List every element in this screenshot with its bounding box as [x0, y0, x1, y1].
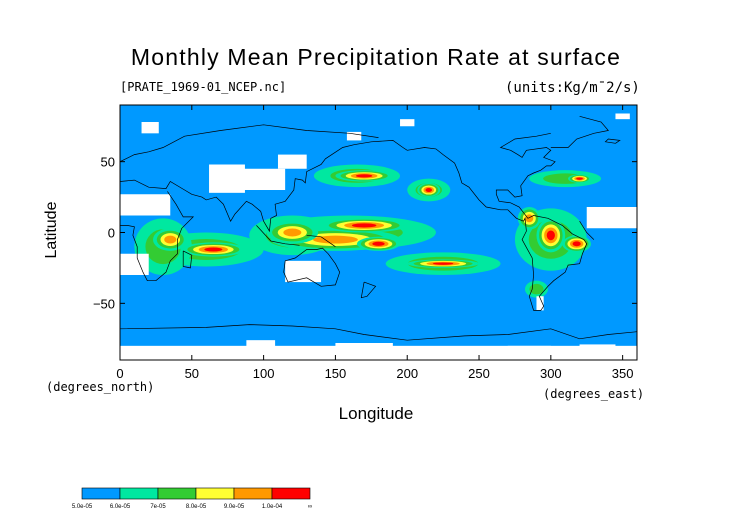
- precip-level-5: [355, 174, 373, 178]
- chart-title: Monthly Mean Precipitation Rate at surfa…: [130, 44, 622, 70]
- coastline: [120, 191, 195, 282]
- x-tick-label: 50: [185, 366, 199, 381]
- x-tick-label: 100: [253, 366, 275, 381]
- missing-data-cell: [579, 344, 616, 352]
- colorbar-label: 6.0e-05: [110, 504, 131, 510]
- precip-level-5: [351, 223, 377, 228]
- x-axis-ticks: 0 50 100 150 200 250 300 350: [116, 105, 633, 381]
- y-axis-ticks: −50 0 50: [93, 155, 637, 311]
- missing-data-cell: [335, 343, 393, 352]
- missing-data-cell: [209, 164, 245, 193]
- units-label: (units:Kg/m¯2/s): [505, 80, 640, 96]
- precip-level-4: [164, 235, 177, 244]
- coastline: [120, 324, 637, 341]
- missing-data-cell: [120, 194, 171, 216]
- precip-level-5: [576, 177, 583, 180]
- x-tick-label: 0: [116, 366, 123, 381]
- missing-data-cell: [120, 253, 149, 275]
- precip-level-5: [572, 241, 581, 247]
- missing-data-cell: [507, 345, 551, 355]
- x-tick-label: 200: [396, 366, 418, 381]
- y-tick-label: −50: [93, 296, 115, 311]
- coastline: [120, 124, 379, 163]
- x-axis-units: (degrees_east): [543, 387, 645, 401]
- precip-level-5: [432, 262, 454, 265]
- precip-level-5: [425, 187, 433, 193]
- colorbar-label: 5.0e-05: [72, 504, 93, 510]
- precip-level-4: [283, 228, 302, 237]
- colorbar-swatch: [119, 487, 159, 500]
- y-axis-units: (degrees_north): [46, 380, 155, 394]
- coastline: [550, 115, 609, 148]
- missing-data-cell: [400, 119, 415, 127]
- coastlines: [120, 115, 637, 341]
- y-tick-label: 0: [108, 226, 115, 241]
- colorbar-label: 7e-05: [150, 504, 166, 510]
- colorbar-swatch: [233, 487, 273, 500]
- colorbar-label: 8.0e-05: [186, 504, 207, 510]
- coastline: [306, 234, 336, 247]
- missing-data-cell: [536, 296, 544, 311]
- missing-data-cell: [141, 122, 159, 134]
- missing-data-cell: [285, 260, 322, 283]
- missing-data-cell: [246, 340, 276, 349]
- missing-data-cell: [586, 207, 637, 229]
- coastline: [604, 138, 621, 144]
- coastline: [402, 132, 588, 311]
- missing-data-cell: [615, 113, 630, 120]
- coastline: [579, 221, 595, 240]
- precip-level-4: [525, 214, 534, 223]
- colorbar-label: 1.0e-04: [262, 504, 283, 510]
- colorbar-swatch: [195, 487, 235, 500]
- colorbar-swatch: [157, 487, 197, 500]
- colorbar-label: 9.0e-05: [224, 504, 245, 510]
- colorbar: 5.0e-05 6.0e-05 7e-05 8.0e-05 9.0e-05 1.0e-04…: [72, 487, 312, 510]
- coastline: [360, 281, 377, 299]
- precip-level-5: [372, 241, 385, 246]
- x-tick-label: 150: [325, 366, 347, 381]
- coastline: [283, 247, 341, 287]
- precipitation-field: [120, 105, 637, 360]
- file-label: [PRATE_1969-01_NCEP.nc]: [120, 80, 287, 94]
- colorbar-swatch: [81, 487, 121, 500]
- x-tick-label: 350: [612, 366, 634, 381]
- x-tick-label: 250: [468, 366, 490, 381]
- x-axis-label: Longitude: [338, 404, 414, 423]
- precip-level-5: [546, 230, 555, 241]
- y-tick-label: 50: [101, 155, 115, 170]
- colorbar-label: ∞: [308, 504, 312, 510]
- coastline: [120, 140, 404, 233]
- coastline: [256, 225, 300, 246]
- missing-data-cell: [346, 131, 362, 141]
- x-tick-label: 300: [540, 366, 562, 381]
- missing-data-cell: [277, 154, 307, 169]
- precip-level-2: [529, 283, 544, 295]
- missing-data-cell: [242, 168, 286, 190]
- coastline: [182, 250, 193, 269]
- colorbar-swatch: [271, 487, 311, 500]
- precip-level-4: [312, 235, 358, 244]
- precip-level-5: [204, 247, 223, 252]
